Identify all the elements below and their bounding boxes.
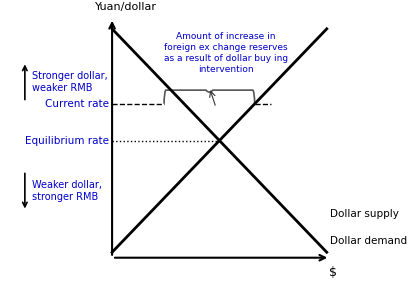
Text: Stronger dollar,
weaker RMB: Stronger dollar, weaker RMB: [31, 71, 107, 93]
Text: $: $: [330, 266, 337, 279]
Text: Current rate: Current rate: [45, 99, 109, 109]
Text: Equilibrium rate: Equilibrium rate: [25, 136, 109, 145]
Text: Dollar demand: Dollar demand: [330, 236, 407, 246]
Text: Dollar supply: Dollar supply: [330, 209, 399, 219]
Text: Amount of increase in
foreign ex change reserves
as a result of dollar buy ing
i: Amount of increase in foreign ex change …: [164, 31, 288, 74]
Text: Weaker dollar,
stronger RMB: Weaker dollar, stronger RMB: [31, 180, 101, 202]
Text: Yuan/dollar: Yuan/dollar: [94, 3, 157, 12]
